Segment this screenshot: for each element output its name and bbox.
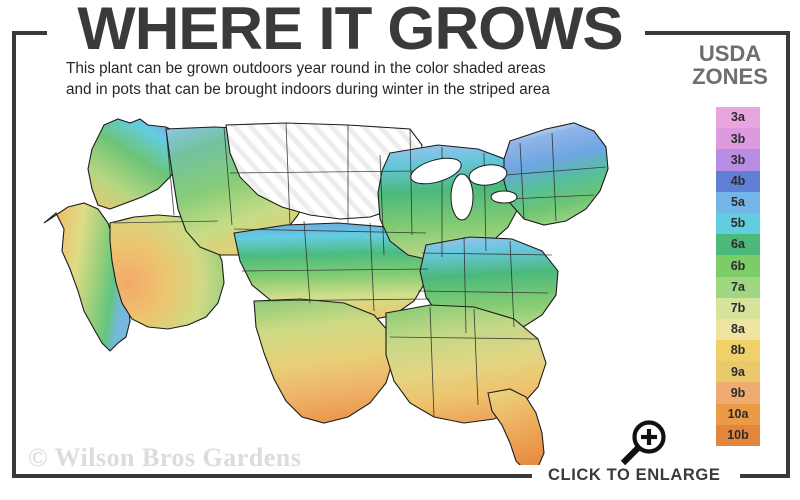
legend-title-line-1: USDA xyxy=(698,41,762,66)
subtitle-line-1: This plant can be grown outdoors year ro… xyxy=(66,60,546,77)
zone-swatch-label: 8b xyxy=(730,343,746,358)
zone-swatch-label: 9a xyxy=(731,364,745,379)
frame-border-right xyxy=(786,31,790,478)
legend-title-line-2: ZONES xyxy=(692,64,768,89)
zone-swatch-label: 7a xyxy=(731,279,745,294)
region-florida xyxy=(487,388,545,465)
click-to-enlarge-label[interactable]: CLICK TO ENLARGE xyxy=(548,466,721,484)
state-boundaries xyxy=(113,122,607,418)
zone-swatch-label: 5b xyxy=(730,216,746,231)
zone-swatch-label: 8a xyxy=(731,322,745,337)
zone-swatch-label: 10b xyxy=(727,428,749,443)
frame-border-top-left xyxy=(12,31,47,35)
frame-border-left xyxy=(12,31,16,478)
zone-swatch-3b-2: 3b xyxy=(716,149,760,171)
page-subtitle: This plant can be grown outdoors year ro… xyxy=(66,58,626,100)
region-texas xyxy=(253,298,395,424)
zone-swatch-8a-10: 8a xyxy=(716,318,760,341)
frame-border-top-right xyxy=(645,31,790,35)
zone-swatch-label: 10a xyxy=(727,406,749,421)
map-base-layer xyxy=(43,118,609,465)
region-pacific-northwest xyxy=(87,118,187,210)
zone-swatch-8b-11: 8b xyxy=(716,340,760,362)
zone-swatch-9b-13: 9b xyxy=(716,382,760,404)
zone-swatch-7a-8: 7a xyxy=(716,276,760,298)
zone-swatch-10a-14: 10a xyxy=(716,403,760,425)
zone-swatch-label: 3a xyxy=(731,110,745,125)
magnifier-plus-icon[interactable] xyxy=(614,418,670,470)
zone-swatch-label: 6a xyxy=(731,237,745,252)
zone-swatch-label: 7b xyxy=(730,301,746,316)
zone-swatch-4b-3: 4b xyxy=(716,170,760,192)
zone-swatch-label: 6b xyxy=(730,258,746,273)
zone-swatch-5b-5: 5b xyxy=(716,212,760,235)
zone-swatch-label: 9b xyxy=(730,385,746,400)
subtitle-line-2: and in pots that can be brought indoors … xyxy=(66,81,550,98)
region-northeast xyxy=(503,122,609,226)
zone-swatch-label: 3b xyxy=(730,152,746,167)
great-lakes xyxy=(410,157,518,221)
zone-swatch-label: 4b xyxy=(730,173,746,188)
zone-swatch-5a-4: 5a xyxy=(716,191,760,213)
region-central-plains xyxy=(233,222,431,322)
zone-swatch-label: 5a xyxy=(731,195,745,210)
zone-swatch-6b-7: 6b xyxy=(716,255,760,277)
usda-hardiness-zone-map[interactable] xyxy=(18,105,678,465)
frame-border-bottom-left xyxy=(12,474,532,478)
usda-zone-legend-swatches: 3a 3b 3b 4b 5a 5b 6a 6b 7a 7b 8a 8b 9a 9b 10a 10b xyxy=(716,107,760,446)
region-california xyxy=(43,202,131,352)
watermark: © Wilson Bros Gardens xyxy=(28,443,302,472)
page-title: WHERE IT GROWS xyxy=(77,0,623,62)
zone-swatch-label: 3b xyxy=(730,131,746,146)
legend-title: USDA ZONES xyxy=(675,42,785,88)
zone-swatch-3b-1: 3b xyxy=(716,128,760,150)
zone-swatch-7b-9: 7b xyxy=(716,297,760,319)
zone-swatch-3a-0: 3a xyxy=(716,107,760,129)
zone-swatch-10b-15: 10b xyxy=(716,424,760,446)
zone-swatch-6a-6: 6a xyxy=(716,234,760,256)
zone-swatch-9a-12: 9a xyxy=(716,361,760,383)
frame-border-bottom-right xyxy=(740,474,790,478)
